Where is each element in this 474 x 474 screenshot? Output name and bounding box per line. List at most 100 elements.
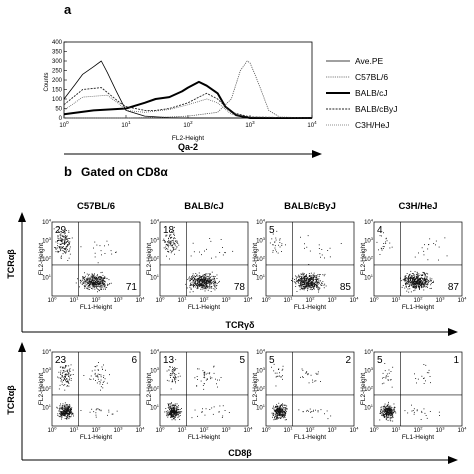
dot-cloud <box>162 226 234 293</box>
histogram-y-tick-label: 300 <box>52 59 63 65</box>
dot-plot-fl1-label: FL1-Height <box>80 434 112 441</box>
dot-plot-x-tick-label: 101 <box>70 426 80 435</box>
dot-plot-x-tick-label: 104 <box>244 426 254 435</box>
dot-plot-x-tick-label: 100 <box>156 426 166 435</box>
quadrant-pct-bottom-right: 71 <box>126 282 138 293</box>
dot-plot-x-tick-label: 104 <box>458 296 468 305</box>
dot-plot-fl2-label: FL2-Height <box>360 373 367 405</box>
dot-plot-y-tick-label: 101 <box>150 273 160 282</box>
histogram-x-tick-label: 101 <box>121 120 131 129</box>
quadrant-pct-top-left: 4 <box>377 225 383 236</box>
dot-plot: 23 6 100 101 102 103 104 101 102 103 104 FL1-Height… <box>38 348 145 442</box>
histogram-x-tick-label: 104 <box>307 120 317 129</box>
dot-cloud <box>269 230 342 293</box>
dot-plot-x-tick-label: 101 <box>284 296 294 305</box>
row1-x-arrow-icon <box>448 328 458 336</box>
dot-plot-x-tick-label: 102 <box>306 426 316 435</box>
quadrant-pct-bottom-right: 87 <box>448 282 460 293</box>
dot-plot-x-tick-label: 102 <box>200 426 210 435</box>
dot-plot-y-tick-label: 101 <box>256 403 266 412</box>
dot-plot-y-tick-label: 101 <box>256 273 266 282</box>
dot-plot-x-tick-label: 100 <box>48 296 58 305</box>
histogram-y-tick-label: 250 <box>52 69 63 75</box>
legend-entry: C57BL/6 <box>355 72 388 82</box>
dot-plot-y-tick-label: 101 <box>364 273 374 282</box>
dot-plot-x-tick-label: 101 <box>284 426 294 435</box>
dot-plot-fl1-label: FL1-Height <box>80 304 112 311</box>
histogram-series-line <box>64 60 313 119</box>
dot-plot-y-tick-label: 104 <box>42 218 52 227</box>
histogram-y-tick-label: 50 <box>55 107 62 113</box>
dot-plot-y-tick-label: 101 <box>42 273 52 282</box>
dot-plot-y-tick-label: 103 <box>42 366 52 375</box>
dot-plot: 18 78 100 101 102 103 104 101 102 103 104 FL1-Heigh… <box>146 218 253 312</box>
dot-plot-fl2-label: FL2-Height <box>146 373 153 405</box>
dot-plot-y-tick-label: 104 <box>42 348 52 357</box>
dot-cloud <box>376 232 448 293</box>
dot-plot-x-tick-label: 102 <box>306 296 316 305</box>
histogram-x-tick-label: 103 <box>245 120 255 129</box>
dot-plot-x-tick-label: 102 <box>92 296 102 305</box>
dot-plot-x-tick-label: 101 <box>392 296 402 305</box>
dot-plot-fl1-label: FL1-Height <box>402 434 434 441</box>
gated-prefix: Gated on CD8 <box>81 165 161 179</box>
dot-plot-frame <box>373 221 463 297</box>
histogram-fl2-label: FL2-Height <box>172 135 204 142</box>
dot-plot-fl1-label: FL1-Height <box>294 434 326 441</box>
dot-plot: 5 2 100 101 102 103 104 101 102 103 104 FL1-Height F… <box>252 348 359 442</box>
quadrant-pct-top-left: 23 <box>55 355 67 366</box>
quadrant-pct-bottom-right: 78 <box>234 282 246 293</box>
dot-plot-y-tick-label: 103 <box>256 236 266 245</box>
dot-plot-x-tick-label: 100 <box>48 426 58 435</box>
dot-plot-x-tick-label: 103 <box>222 426 232 435</box>
histogram-x-tick-label: 100 <box>59 120 69 129</box>
histogram-y-ticks: 0 50 100 150 200 250 300 350 400 <box>52 40 67 122</box>
dot-plot-x-tick-label: 100 <box>156 296 166 305</box>
dot-plot-y-tick-label: 102 <box>256 255 266 264</box>
strain-label: C57BL/6 <box>77 201 115 212</box>
quadrant-pct-top-right: 6 <box>131 355 137 366</box>
dot-plot-y-tick-label: 103 <box>150 366 160 375</box>
dot-plot-x-tick-label: 102 <box>414 296 424 305</box>
dot-plot-y-tick-label: 102 <box>256 385 266 394</box>
dot-plot-y-tick-label: 104 <box>364 348 374 357</box>
dot-plot: 29 71 100 101 102 103 104 101 102 103 104 FL1-Heigh… <box>38 218 145 312</box>
dot-plot-fl1-label: FL1-Height <box>188 304 220 311</box>
panel-b-letter: b <box>64 164 72 179</box>
dot-plot-x-tick-label: 102 <box>92 426 102 435</box>
histogram-frame <box>63 41 313 119</box>
gated-label: Gated on CD8α <box>81 165 168 179</box>
dot-plot-frame <box>51 221 141 297</box>
histogram-x-tick-label: 102 <box>183 120 193 129</box>
dot-plot-y-tick-label: 101 <box>150 403 160 412</box>
dot-plot-fl2-label: FL2-Height <box>252 373 259 405</box>
dot-cloud <box>53 226 117 293</box>
strain-label: BALB/cByJ <box>284 201 336 212</box>
dot-plot-y-tick-label: 102 <box>364 385 374 394</box>
dot-plot-y-tick-label: 102 <box>42 385 52 394</box>
dot-cloud <box>56 362 118 420</box>
dot-plot-x-tick-label: 103 <box>328 426 338 435</box>
dot-plot-fl2-label: FL2-Height <box>38 243 45 275</box>
histogram-series-line <box>63 87 313 119</box>
dot-plot-x-tick-label: 102 <box>200 296 210 305</box>
dot-plot: 5 85 100 101 102 103 104 101 102 103 104 FL1-Height… <box>252 218 359 312</box>
row1-y-arrow-icon <box>18 212 26 222</box>
dot-plot-x-tick-label: 103 <box>222 296 232 305</box>
dot-plot-x-tick-label: 100 <box>370 426 380 435</box>
dot-plot-x-tick-label: 100 <box>262 296 272 305</box>
dot-plot-x-tick-label: 104 <box>136 296 146 305</box>
dot-plot-y-tick-label: 103 <box>150 236 160 245</box>
legend-entry: BALB/cJ <box>355 88 388 98</box>
dot-plot-frame <box>51 351 141 427</box>
dot-plot-x-tick-label: 100 <box>370 296 380 305</box>
histogram-y-tick-label: 350 <box>52 50 63 56</box>
dot-plot-y-tick-label: 104 <box>256 348 266 357</box>
dot-plot-fl2-label: FL2-Height <box>252 243 259 275</box>
row2-ylabel: TCRαβ <box>6 385 16 415</box>
row2-xlabel: CD8β <box>228 448 252 458</box>
dot-plot-x-tick-label: 101 <box>392 426 402 435</box>
quadrant-pct-top-left: 13 <box>163 355 175 366</box>
